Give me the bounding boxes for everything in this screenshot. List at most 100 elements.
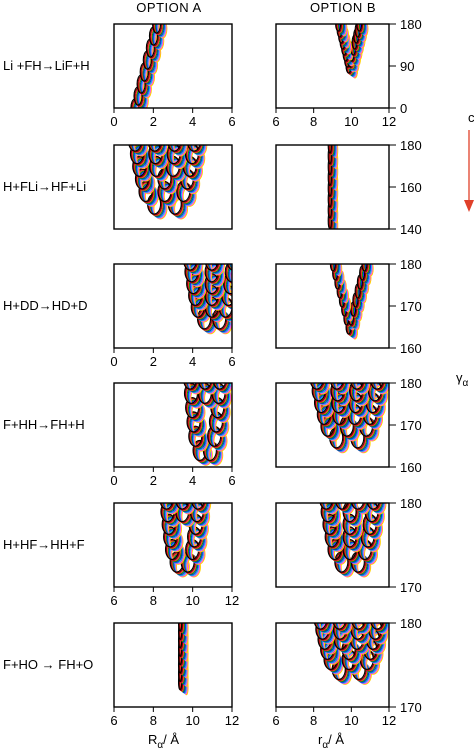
- contour-ellipse: [158, 24, 168, 39]
- contour-ellipse: [337, 503, 352, 512]
- contour-ellipse: [197, 503, 212, 515]
- contour-ellipse: [151, 145, 166, 155]
- contour-ellipse: [185, 383, 200, 392]
- ellipse-group: [327, 145, 339, 229]
- reaction-label: F+HO → FH+O: [3, 657, 93, 672]
- contour-ellipse: [194, 503, 209, 513]
- contour-ellipse: [353, 623, 367, 631]
- contour-ellipse: [313, 383, 328, 393]
- x-tick-label: 0: [110, 473, 117, 488]
- contour-ellipse: [212, 398, 227, 420]
- contour-ellipse: [366, 503, 380, 510]
- contour-ellipse: [132, 145, 147, 156]
- contour-ellipse: [225, 275, 232, 297]
- column-header-a: OPTION A: [136, 0, 201, 15]
- contour-ellipse: [370, 623, 384, 630]
- reaction-label: H+DD→HD+D: [3, 298, 88, 313]
- contour-ellipse: [330, 383, 345, 391]
- contour-ellipse: [188, 275, 203, 297]
- x-tick-label: 4: [189, 114, 196, 129]
- contour-ellipse: [353, 503, 368, 512]
- contour-ellipse: [354, 503, 369, 513]
- contour-ellipse: [148, 145, 163, 153]
- contour-ellipse: [189, 145, 204, 154]
- contour-ellipse: [160, 183, 176, 205]
- gamma-label: γα: [456, 370, 469, 389]
- contour-ellipse: [350, 503, 364, 510]
- x-tick-label: 6: [110, 593, 117, 608]
- contour-ellipse: [192, 516, 207, 538]
- contour-ellipse: [201, 383, 216, 393]
- column-header-b: OPTION B: [310, 0, 376, 15]
- contour-ellipse: [345, 528, 360, 550]
- y-tick-label: 180: [400, 257, 422, 272]
- contour-ellipse: [376, 383, 389, 395]
- ellipse-group: [335, 24, 369, 79]
- x-tick-label: 12: [382, 114, 396, 129]
- contour-ellipse: [190, 145, 205, 155]
- contour-ellipse: [185, 264, 200, 273]
- contour-ellipse: [215, 385, 230, 407]
- contour-ellipse: [179, 623, 185, 633]
- contour-ellipse: [329, 145, 334, 155]
- contour-ellipse: [216, 383, 232, 394]
- contour-ellipse: [351, 623, 366, 641]
- contour-ellipse: [338, 503, 353, 513]
- x-tick-label: 10: [185, 593, 199, 608]
- x-tick-label: 6: [272, 114, 279, 129]
- reaction-label: Li +FH→LiF+H: [3, 58, 90, 73]
- contour-ellipse: [207, 264, 222, 273]
- ellipse-group: [313, 623, 389, 685]
- contour-ellipse: [186, 383, 201, 393]
- contour-ellipse: [178, 503, 193, 513]
- contour-ellipse: [134, 157, 149, 179]
- contour-ellipse: [369, 503, 384, 513]
- contour-ellipse: [183, 264, 197, 271]
- panel-frame: [275, 502, 390, 588]
- contour-ellipse: [167, 145, 181, 152]
- contour-ellipse: [226, 289, 232, 310]
- contour-ellipse: [374, 623, 389, 634]
- x-tick-label: 8: [310, 713, 317, 728]
- contour-ellipse: [191, 145, 206, 156]
- contour-ellipse: [192, 503, 207, 511]
- contour-ellipse: [333, 623, 347, 631]
- x-tick-label: 6: [228, 114, 235, 129]
- x-tick-label: 12: [225, 713, 239, 728]
- contour-ellipse: [370, 383, 384, 390]
- contour-ellipse: [213, 384, 228, 406]
- contour-ellipse: [356, 383, 371, 395]
- contour-ellipse: [336, 503, 351, 511]
- contour-ellipse: [230, 264, 232, 270]
- contour-ellipse: [198, 383, 212, 390]
- contour-ellipse: [226, 276, 232, 297]
- contour-ellipse: [187, 145, 201, 152]
- contour-ellipse: [226, 264, 232, 284]
- contour-ellipse: [162, 503, 177, 512]
- contour-ellipse: [371, 623, 386, 631]
- contour-ellipse: [185, 397, 201, 419]
- contour-ellipse: [187, 399, 202, 421]
- contour-ellipse: [327, 145, 332, 154]
- contour-ellipse: [372, 503, 387, 515]
- contour-ellipse: [214, 383, 229, 391]
- panel-frame: [113, 23, 233, 109]
- contour-ellipse: [131, 145, 146, 166]
- contour-ellipse: [325, 515, 340, 537]
- contour-ellipse: [332, 264, 339, 274]
- x-tick-label: 8: [310, 114, 317, 129]
- contour-ellipse: [323, 503, 338, 525]
- contour-ellipse: [177, 623, 183, 632]
- contour-ellipse: [188, 412, 203, 434]
- contour-ellipse: [179, 503, 194, 514]
- contour-ellipse: [352, 623, 366, 631]
- contour-ellipse: [165, 516, 180, 538]
- contour-ellipse: [176, 503, 190, 511]
- x-tick-label: 8: [150, 713, 157, 728]
- contour-ellipse: [335, 503, 350, 511]
- contour-ellipse: [233, 255, 246, 275]
- x-tick-label: 6: [228, 473, 235, 488]
- contour-ellipse: [374, 383, 389, 394]
- y-tick-label: 140: [400, 222, 422, 237]
- contour-ellipse: [157, 24, 167, 38]
